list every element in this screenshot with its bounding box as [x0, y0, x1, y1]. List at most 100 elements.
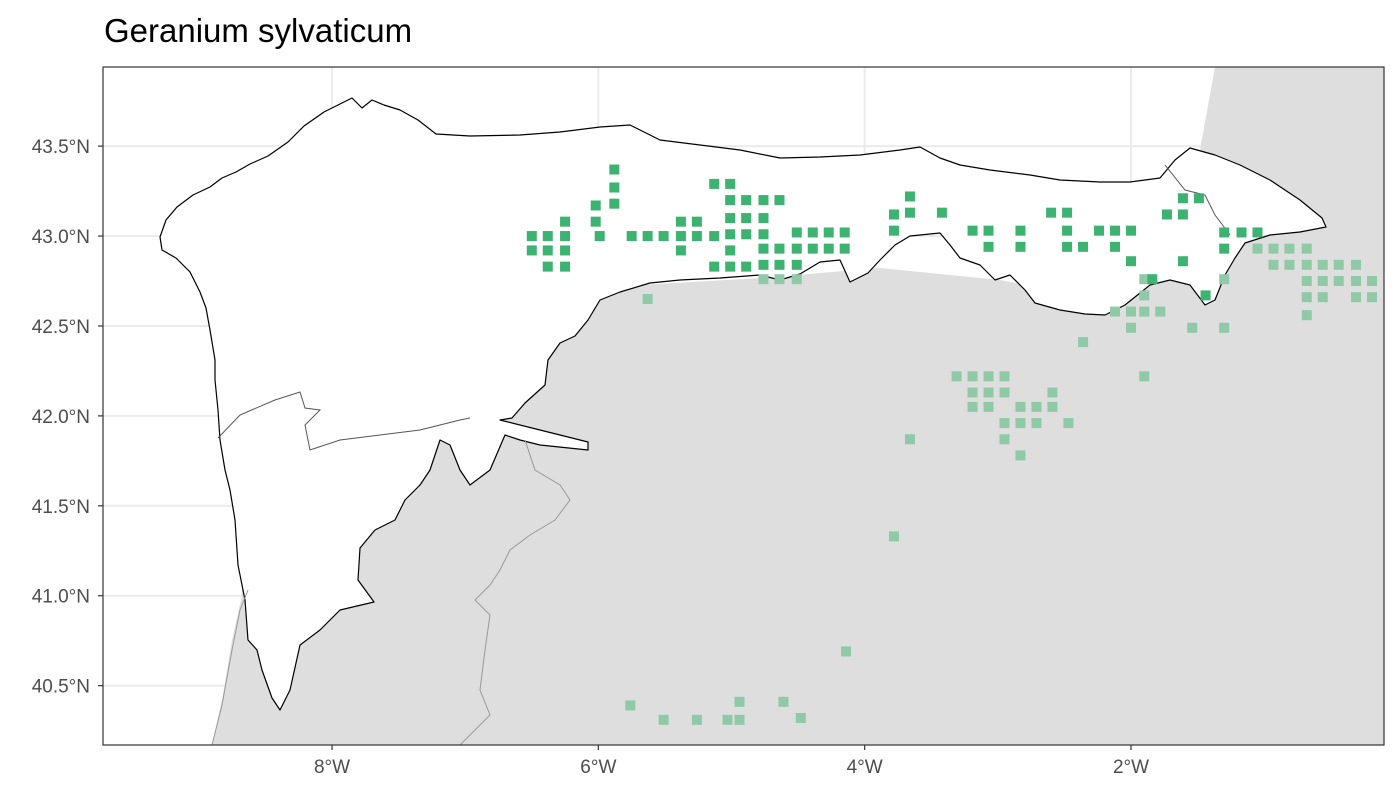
map-title: Geranium sylvaticum: [104, 12, 413, 49]
y-tick-label: 43.5°N: [32, 137, 90, 158]
record-square-inside: [725, 213, 736, 224]
record-square-outside: [1367, 276, 1378, 287]
record-square-outside: [1125, 306, 1136, 317]
record-square-outside: [758, 274, 769, 285]
record-square-outside: [774, 274, 785, 285]
record-square-inside: [758, 229, 769, 240]
x-tick-label: 6°W: [580, 757, 616, 778]
x-tick-label: 4°W: [847, 757, 883, 778]
record-square-inside: [526, 231, 537, 242]
x-axis: 8°W 6°W 4°W 2°W: [314, 745, 1149, 778]
record-square-inside: [1177, 193, 1188, 204]
record-square-outside: [967, 401, 978, 412]
record-square-outside: [734, 714, 745, 725]
record-square-outside: [795, 713, 806, 724]
record-square-inside: [774, 259, 785, 270]
record-square-outside: [951, 371, 962, 382]
record-square-inside: [1125, 225, 1136, 236]
record-square-outside: [722, 714, 733, 725]
record-square-inside: [609, 182, 620, 193]
record-square-outside: [1031, 418, 1042, 429]
record-square-inside: [1236, 227, 1247, 238]
record-square-inside: [1252, 227, 1263, 238]
record-square-inside: [709, 178, 720, 189]
record-square-inside: [774, 243, 785, 254]
record-square-inside: [936, 207, 947, 218]
record-square-inside: [725, 245, 736, 256]
record-square-inside: [758, 259, 769, 270]
record-square-inside: [560, 261, 571, 272]
record-square-inside: [1110, 225, 1121, 236]
record-square-outside: [734, 696, 745, 707]
record-square-inside: [967, 225, 978, 236]
record-square-outside: [1317, 259, 1328, 270]
record-square-outside: [1333, 259, 1344, 270]
record-square-inside: [691, 231, 702, 242]
y-tick-label: 41.0°N: [32, 587, 90, 608]
record-square-outside: [625, 700, 636, 711]
record-square-inside: [983, 225, 994, 236]
record-square-inside: [560, 231, 571, 242]
coast-line-south: [211, 589, 249, 745]
record-square-inside: [888, 209, 899, 220]
record-square-inside: [526, 245, 537, 256]
record-square-inside: [983, 241, 994, 252]
record-square-inside: [609, 164, 620, 175]
record-square-outside: [791, 274, 802, 285]
record-square-outside: [1367, 292, 1378, 303]
record-square-inside: [675, 216, 686, 227]
y-tick-label: 40.5°N: [32, 677, 90, 698]
record-square-inside: [904, 207, 915, 218]
record-square-outside: [888, 531, 899, 542]
record-square-outside: [1139, 290, 1150, 301]
record-square-outside: [658, 714, 669, 725]
record-square-inside: [626, 231, 637, 242]
record-square-outside: [1139, 306, 1150, 317]
record-square-outside: [999, 371, 1010, 382]
record-square-inside: [691, 216, 702, 227]
record-square-outside: [1301, 276, 1312, 287]
record-square-outside: [1301, 259, 1312, 270]
record-square-outside: [642, 293, 653, 304]
record-square-outside: [1031, 401, 1042, 412]
record-square-outside: [1015, 401, 1026, 412]
record-square-outside: [1268, 243, 1279, 254]
record-square-outside: [691, 714, 702, 725]
internal-border: [217, 391, 471, 451]
land-outside-region: [212, 67, 1384, 745]
record-square-inside: [709, 231, 720, 242]
record-square-outside: [1252, 243, 1263, 254]
y-tick-label: 42.5°N: [32, 317, 90, 338]
x-tick-label: 8°W: [314, 757, 350, 778]
record-square-outside: [1125, 322, 1136, 333]
record-square-inside: [741, 195, 752, 206]
record-square-inside: [823, 243, 834, 254]
record-square-inside: [839, 243, 850, 254]
record-square-inside: [725, 195, 736, 206]
record-square-inside: [758, 195, 769, 206]
record-square-inside: [542, 231, 553, 242]
record-square-inside: [675, 245, 686, 256]
record-square-outside: [1333, 276, 1344, 287]
record-square-outside: [904, 434, 915, 445]
record-square-outside: [1139, 371, 1150, 382]
records-outside-region: [625, 243, 1378, 725]
record-square-inside: [791, 259, 802, 270]
record-square-inside: [1110, 241, 1121, 252]
record-square-outside: [1301, 310, 1312, 321]
record-square-outside: [983, 401, 994, 412]
record-square-inside: [725, 178, 736, 189]
record-square-inside: [709, 261, 720, 272]
record-square-outside: [999, 387, 1010, 398]
study-region: [159, 97, 1327, 711]
record-square-inside: [594, 231, 605, 242]
record-square-inside: [791, 243, 802, 254]
record-square-inside: [1125, 256, 1136, 267]
country-border: [459, 439, 571, 745]
record-square-outside: [1317, 276, 1328, 287]
internal-border-east: [1164, 164, 1231, 236]
record-square-inside: [1219, 243, 1230, 254]
record-square-inside: [725, 229, 736, 240]
record-square-outside: [983, 371, 994, 382]
